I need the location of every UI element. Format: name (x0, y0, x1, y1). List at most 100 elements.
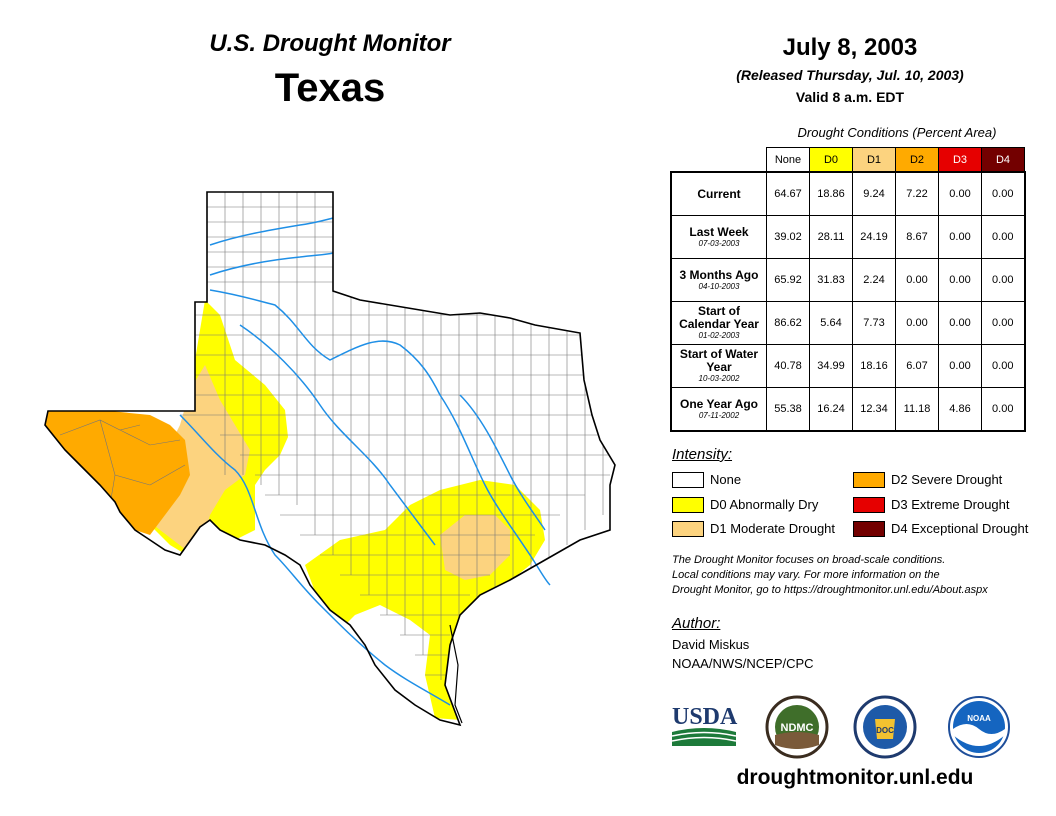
usda-logo: USDA (671, 704, 738, 746)
table-cell: 39.02 (766, 215, 810, 259)
noaa-logo: NOAA (948, 696, 1010, 758)
author-title: Author: (672, 615, 721, 632)
conditions-caption: Drought Conditions (Percent Area) (797, 125, 997, 140)
table-header-row: None D0 D1 D2 D3 D4 (671, 147, 1025, 173)
table-cell: 5.64 (809, 301, 853, 345)
table-cell: 24.19 (852, 215, 896, 259)
disclaimer-note: The Drought Monitor focuses on broad-sca… (672, 553, 1042, 598)
table-cell: 0.00 (938, 215, 982, 259)
col-header: D4 (981, 147, 1025, 173)
barrier-island (449, 624, 463, 724)
note-line: Local conditions may vary. For more info… (672, 569, 940, 581)
table-cell: 0.00 (981, 171, 1026, 216)
col-header: D3 (938, 147, 982, 173)
legend-item-d1: D1 Moderate Drought (672, 520, 835, 537)
table-cell: 0.00 (981, 344, 1026, 388)
table-cell: 0.00 (938, 171, 982, 216)
table-cell: 9.24 (852, 171, 896, 216)
rivers (179, 217, 551, 706)
table-cell: 64.67 (766, 171, 810, 216)
valid-time: Valid 8 a.m. EDT (795, 89, 905, 105)
table-cell: 8.67 (895, 215, 939, 259)
table-row: Current 64.67 18.86 9.24 7.22 0.00 0.00 (670, 171, 1026, 216)
wave-icon (953, 724, 1005, 746)
row-label: One Year Ago (679, 396, 759, 411)
table-cell: 31.83 (809, 258, 853, 302)
col-header: D0 (809, 147, 853, 173)
table-cell: 0.00 (981, 301, 1026, 345)
table-cell: 12.34 (852, 387, 896, 432)
website-link[interactable]: droughtmonitor.unl.edu (736, 766, 974, 789)
intensity-legend-title: Intensity: (672, 446, 733, 463)
row-header: Last Week 07-03-2003 (670, 215, 767, 259)
legend-label: None (710, 472, 742, 487)
table-cell: 0.00 (981, 387, 1026, 432)
table-cell: 0.00 (981, 258, 1026, 302)
row-header: 3 Months Ago 04-10-2003 (670, 258, 767, 302)
table-cell: 7.22 (895, 171, 939, 216)
table-corner (671, 148, 767, 173)
table-cell: 28.11 (809, 215, 853, 259)
row-label: Start of Calendar Year (679, 304, 759, 331)
legend-label: D1 Moderate Drought (710, 521, 836, 536)
county-boundaries (59, 192, 610, 680)
table-cell: 0.00 (938, 258, 982, 302)
legend-swatch (672, 496, 704, 513)
region-title: Texas (274, 66, 386, 110)
row-date: 07-11-2002 (698, 410, 740, 420)
table-cell: 0.00 (938, 301, 982, 345)
author-name: David Miskus (672, 637, 750, 652)
table-cell: 55.38 (766, 387, 810, 432)
legend-swatch (672, 471, 704, 488)
table-cell: 0.00 (938, 344, 982, 388)
table-row: Last Week 07-03-2003 39.02 28.11 24.19 8.… (670, 215, 1026, 259)
table-cell: 18.86 (809, 171, 853, 216)
release-date: (Released Thursday, Jul. 10, 2003) (736, 67, 964, 83)
note-line: The Drought Monitor focuses on broad-sca… (672, 554, 946, 566)
row-date: 07-03-2003 (698, 238, 740, 248)
row-label: Current (697, 186, 741, 201)
legend-item-d3: D3 Extreme Drought (853, 496, 1010, 513)
table-cell: 6.07 (895, 344, 939, 388)
row-label: 3 Months Ago (679, 267, 759, 282)
row-date: 10-03-2002 (698, 374, 740, 383)
row-label: Last Week (689, 224, 749, 239)
table-row: 3 Months Ago 04-10-2003 65.92 31.83 2.24 … (670, 258, 1026, 302)
state-border (44, 191, 616, 727)
table-row: Start of Calendar Year 01-02-2003 86.62 5… (670, 301, 1026, 345)
monitor-title: U.S. Drought Monitor (209, 30, 451, 57)
legend-item-d0: D0 Abnormally Dry (672, 496, 818, 513)
noaa-logo-text: NOAA (967, 714, 991, 723)
row-date: 04-10-2003 (698, 281, 740, 291)
row-header: Start of Calendar Year 01-02-2003 (670, 301, 767, 345)
legend-item-none: None (672, 471, 741, 488)
ndmc-logo: NDMC (765, 695, 829, 759)
map-date: July 8, 2003 (782, 34, 918, 61)
table-row: One Year Ago 07-11-2002 55.38 16.24 12.34… (670, 387, 1026, 432)
table-cell: 18.16 (852, 344, 896, 388)
row-header: Start of Water Year 10-03-2002 (670, 344, 767, 388)
d1-southeast-region (440, 515, 510, 580)
table-cell: 7.73 (852, 301, 896, 345)
table-cell: 86.62 (766, 301, 810, 345)
usda-logo-text: USDA (672, 704, 738, 730)
commerce-seal-logo: DOC (853, 695, 917, 759)
legend-swatch (853, 471, 885, 488)
row-header: One Year Ago 07-11-2002 (670, 387, 767, 432)
table-cell: 2.24 (852, 258, 896, 302)
conditions-table: None D0 D1 D2 D3 D4 Current 64.67 18.86 … (670, 147, 1026, 432)
legend-label: D3 Extreme Drought (891, 497, 1010, 512)
legend-swatch (672, 520, 704, 537)
col-header: D2 (895, 147, 939, 173)
row-date: 01-02-2003 (698, 331, 740, 340)
legend-swatch (853, 520, 885, 537)
row-label: Start of Water Year (679, 347, 759, 374)
legend-item-d4: D4 Exceptional Drought (853, 520, 1028, 537)
d2-far-west-region (45, 410, 190, 535)
author-org: NOAA/NWS/NCEP/CPC (672, 656, 814, 671)
shield-icon (875, 719, 895, 739)
ndmc-logo-text: NDMC (781, 722, 814, 734)
table-cell: 16.24 (809, 387, 853, 432)
row-header: Current (670, 171, 767, 216)
legend-label: D0 Abnormally Dry (710, 497, 819, 512)
